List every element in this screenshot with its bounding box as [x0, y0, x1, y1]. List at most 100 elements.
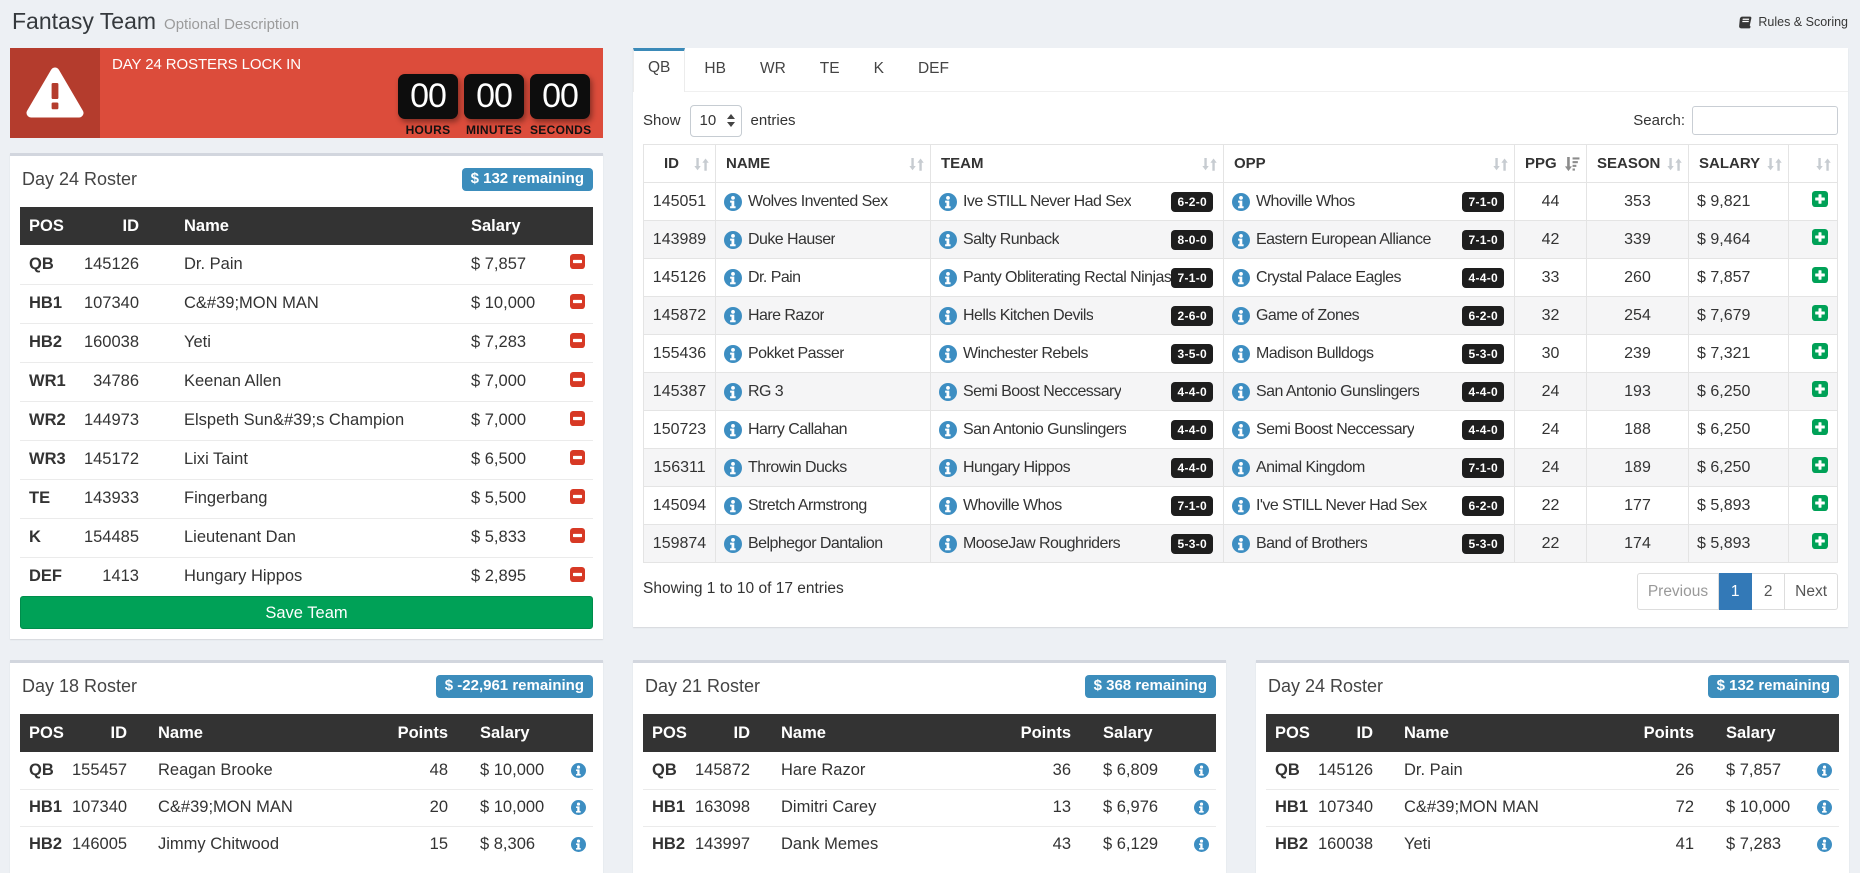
info-circle-icon[interactable] — [939, 420, 957, 439]
players-col-id[interactable]: ID — [643, 144, 716, 183]
info-circle-icon[interactable] — [571, 837, 586, 853]
add-player-button[interactable] — [1812, 457, 1828, 473]
info-circle-icon[interactable] — [724, 344, 742, 363]
players-col-team[interactable]: TEAM — [930, 144, 1224, 183]
roster-cell-id: 1413 — [80, 557, 149, 596]
remove-player-button[interactable] — [570, 566, 585, 582]
info-circle-icon[interactable] — [724, 192, 742, 211]
pagination-page-2-button[interactable]: 2 — [1752, 573, 1786, 610]
tab-qb[interactable]: QB — [633, 48, 686, 92]
history-card-header: Day 21 Roster $ 368 remaining — [633, 663, 1226, 704]
info-circle-icon[interactable] — [1232, 268, 1250, 287]
info-circle-icon[interactable] — [724, 420, 742, 439]
info-circle-icon[interactable] — [1817, 762, 1832, 778]
info-circle-icon[interactable] — [939, 192, 957, 211]
history-cell-pos: HB2 — [643, 826, 695, 863]
info-circle-icon[interactable] — [1817, 837, 1832, 853]
info-circle-icon[interactable] — [939, 344, 957, 363]
info-circle-icon[interactable] — [939, 458, 957, 477]
info-circle-icon[interactable] — [724, 534, 742, 553]
info-circle-icon[interactable] — [1232, 192, 1250, 211]
remove-player-button[interactable] — [570, 527, 585, 543]
info-circle-icon[interactable] — [1232, 420, 1250, 439]
remove-player-button[interactable] — [570, 254, 585, 270]
save-team-button[interactable]: Save Team — [20, 596, 593, 629]
info-circle-icon[interactable] — [1232, 496, 1250, 515]
remove-player-button[interactable] — [570, 488, 585, 504]
remove-player-button[interactable] — [570, 371, 585, 387]
info-circle-icon[interactable] — [939, 382, 957, 401]
info-circle-icon[interactable] — [571, 800, 586, 816]
add-player-button[interactable] — [1812, 381, 1828, 397]
info-circle-icon[interactable] — [1194, 762, 1209, 778]
tab-te[interactable]: TE — [819, 60, 840, 77]
player-cell-ppg: 22 — [1514, 486, 1587, 525]
add-player-button[interactable] — [1812, 343, 1828, 359]
countdown-label: MINUTES — [465, 123, 523, 137]
pagination-next-button[interactable]: Next — [1785, 573, 1838, 610]
tab-def[interactable]: DEF — [917, 60, 949, 77]
add-player-button[interactable] — [1812, 229, 1828, 245]
roster-card-header: Day 24 Roster $ 132 remaining — [10, 156, 603, 197]
info-circle-icon[interactable] — [724, 458, 742, 477]
info-circle-icon[interactable] — [1232, 534, 1250, 553]
info-circle-icon[interactable] — [1232, 344, 1250, 363]
add-player-button[interactable] — [1812, 191, 1828, 207]
roster-col-salary: Salary — [441, 207, 562, 245]
remove-player-button[interactable] — [570, 410, 585, 426]
info-circle-icon[interactable] — [1232, 230, 1250, 249]
tab-wr[interactable]: WR — [759, 60, 786, 77]
info-circle-icon[interactable] — [1232, 458, 1250, 477]
info-circle-icon[interactable] — [939, 534, 957, 553]
history-row: HB2 143997 Dank Memes 43 $ 6,129 — [643, 826, 1216, 863]
info-circle-icon[interactable] — [1194, 800, 1209, 816]
info-circle-icon[interactable] — [1817, 800, 1832, 816]
players-col-opp[interactable]: OPP — [1223, 144, 1515, 183]
players-col-ppg[interactable]: PPG — [1514, 144, 1587, 183]
player-cell-opp: Crystal Palace Eagles 4-4-0 — [1223, 258, 1515, 297]
add-player-button[interactable] — [1812, 533, 1828, 549]
info-circle-icon[interactable] — [939, 496, 957, 515]
search-input[interactable] — [1692, 106, 1838, 135]
info-circle-icon[interactable] — [724, 230, 742, 249]
info-circle-icon[interactable] — [724, 268, 742, 287]
info-circle-icon[interactable] — [939, 230, 957, 249]
pagination-previous-button[interactable]: Previous — [1636, 573, 1720, 610]
player-cell-season: 189 — [1586, 448, 1689, 487]
roster-cell-name: Fingerbang — [149, 479, 441, 519]
add-player-button[interactable] — [1812, 305, 1828, 321]
add-player-button[interactable] — [1812, 495, 1828, 511]
info-circle-icon[interactable] — [724, 496, 742, 515]
info-circle-icon[interactable] — [939, 306, 957, 325]
remove-player-button[interactable] — [570, 293, 585, 309]
player-cell-season: 188 — [1586, 410, 1689, 449]
info-circle-icon[interactable] — [939, 268, 957, 287]
info-circle-icon[interactable] — [1232, 306, 1250, 325]
history-cell-salary: $ 6,976 — [1083, 789, 1193, 827]
roster-row: TE 143933 Fingerbang $ 5,500 — [20, 479, 593, 519]
roster-row: K 154485 Lieutenant Dan $ 5,833 — [20, 518, 593, 558]
info-circle-icon[interactable] — [724, 382, 742, 401]
history-cell-salary: $ 8,306 — [460, 826, 570, 863]
players-col-add[interactable] — [1788, 144, 1838, 183]
players-col-salary[interactable]: SALARY — [1688, 144, 1789, 183]
player-cell-salary: $ 7,321 — [1688, 334, 1789, 373]
info-circle-icon[interactable] — [1194, 837, 1209, 853]
remove-player-button[interactable] — [570, 332, 585, 348]
add-player-button[interactable] — [1812, 267, 1828, 283]
info-circle-icon[interactable] — [1232, 382, 1250, 401]
rules-scoring-link[interactable]: Rules & Scoring — [1739, 15, 1848, 29]
history-cell-salary: $ 10,000 — [460, 789, 570, 827]
pagination-page-1-button[interactable]: 1 — [1719, 573, 1753, 610]
players-col-season[interactable]: SEASON — [1586, 144, 1689, 183]
players-col-name[interactable]: NAME — [715, 144, 931, 183]
page-size-select[interactable]: 10 — [689, 104, 742, 137]
history-col-pos: POS — [643, 714, 695, 752]
info-circle-icon[interactable] — [724, 306, 742, 325]
add-player-button[interactable] — [1812, 419, 1828, 435]
tab-k[interactable]: K — [873, 60, 884, 77]
remove-player-button[interactable] — [570, 449, 585, 465]
history-cell-points: 26 — [1631, 752, 1706, 790]
info-circle-icon[interactable] — [571, 762, 586, 778]
tab-hb[interactable]: HB — [704, 60, 726, 77]
